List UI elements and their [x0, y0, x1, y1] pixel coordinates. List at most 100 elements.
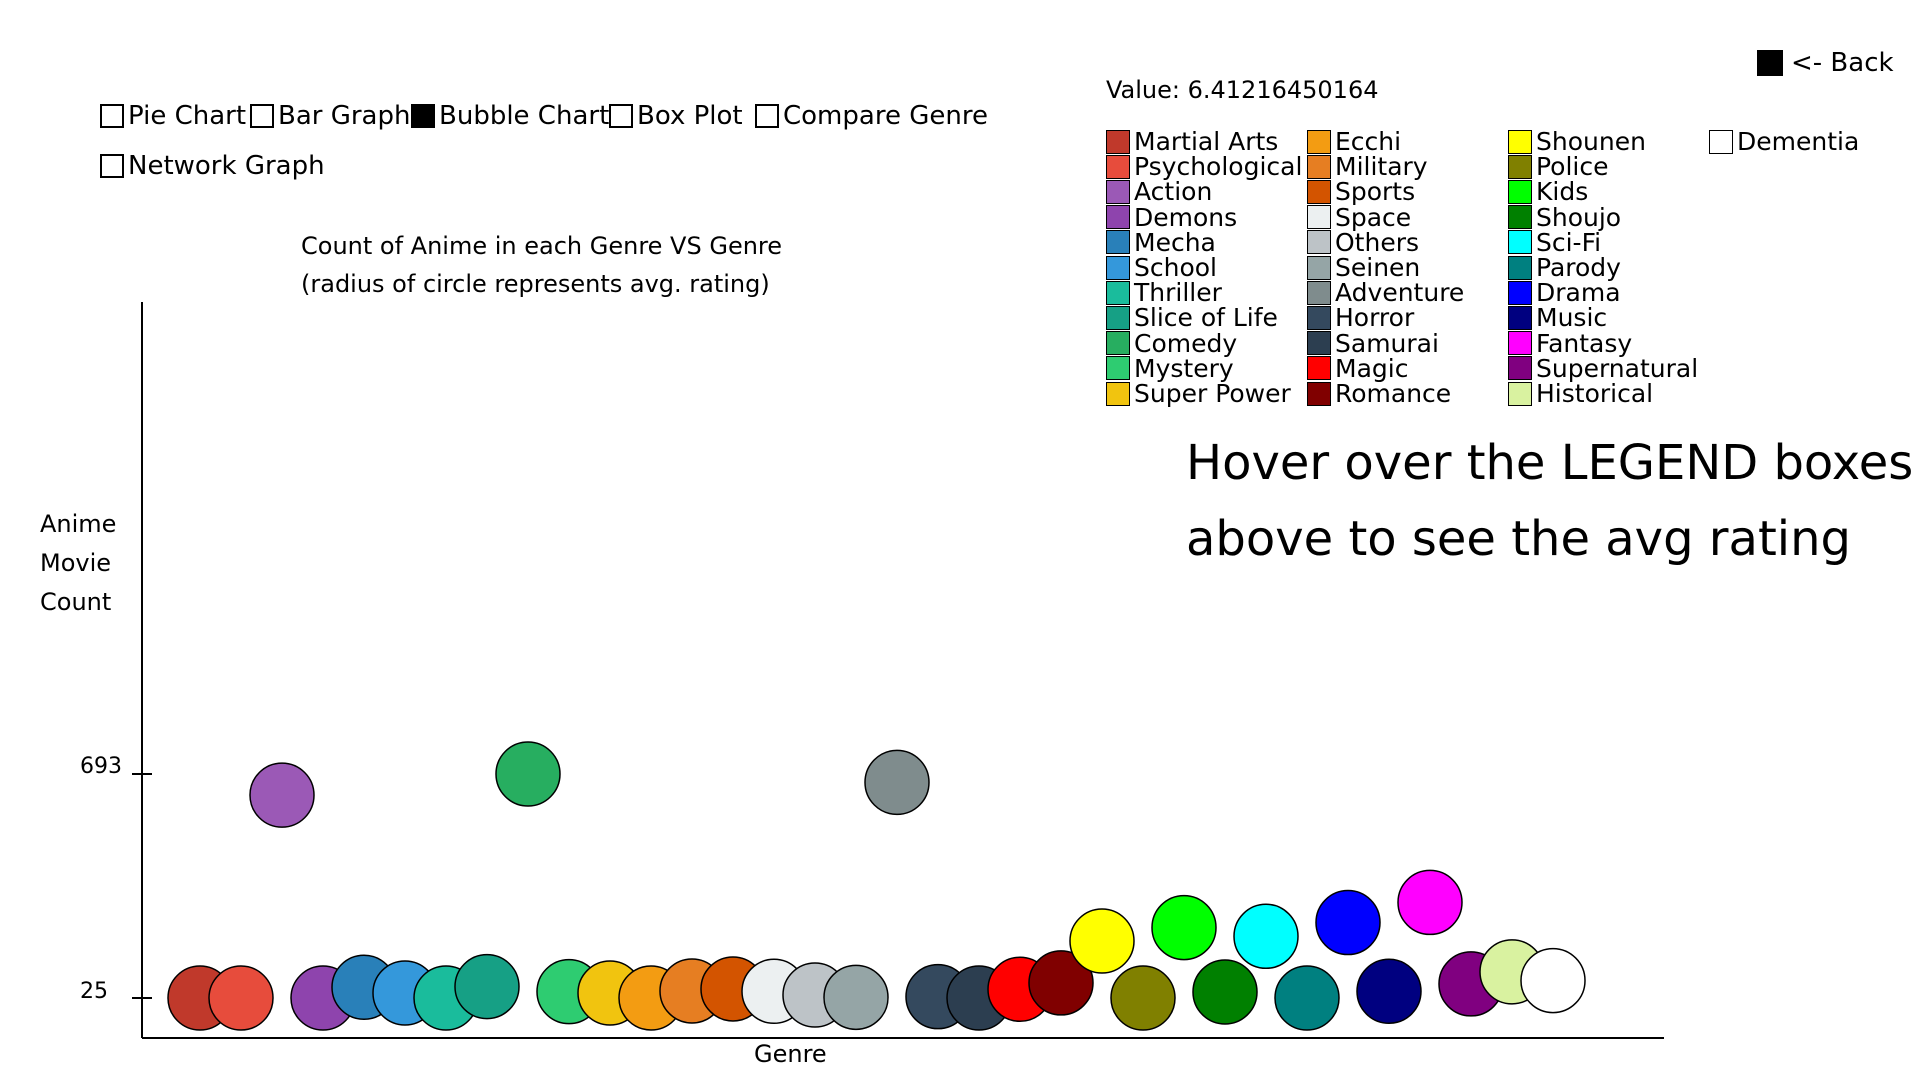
bubble-slice-of-life[interactable] — [454, 953, 520, 1020]
legend-label: Thriller — [1134, 278, 1222, 308]
legend-label: School — [1134, 253, 1217, 282]
legend-item-thriller[interactable]: Thriller — [1106, 280, 1222, 305]
legend-item-military[interactable]: Military — [1307, 154, 1428, 179]
legend-swatch — [1508, 154, 1532, 179]
legend-item-sports[interactable]: Sports — [1307, 179, 1415, 204]
back-label: <- Back — [1791, 48, 1894, 78]
legend-item-kids[interactable]: Kids — [1508, 179, 1588, 204]
checkbox-icon — [100, 104, 124, 128]
bubble-music[interactable] — [1356, 958, 1422, 1025]
bubble-action[interactable] — [249, 762, 315, 828]
legend-item-ecchi[interactable]: Ecchi — [1307, 129, 1401, 154]
bubble-shoujo[interactable] — [1192, 959, 1258, 1025]
compare-genre-toggle[interactable]: Compare Genre — [755, 101, 988, 131]
legend-item-demons[interactable]: Demons — [1106, 205, 1237, 230]
legend-swatch — [1307, 179, 1331, 204]
back-button[interactable]: <- Back — [1757, 48, 1894, 78]
legend-item-action[interactable]: Action — [1106, 179, 1212, 204]
bubble-fantasy[interactable] — [1397, 869, 1463, 936]
bubble-drama[interactable] — [1315, 889, 1381, 956]
compare-genre-label: Compare Genre — [783, 101, 988, 131]
legend-item-mystery[interactable]: Mystery — [1106, 356, 1234, 381]
legend-label: Super Power — [1134, 379, 1291, 408]
bubble-comedy[interactable] — [495, 741, 561, 807]
pie-chart-label: Pie Chart — [128, 101, 247, 131]
bubble-romance[interactable] — [1028, 950, 1094, 1016]
bubble-shounen[interactable] — [1069, 908, 1135, 974]
x-axis-label: Genre — [754, 1040, 827, 1068]
legend-item-mecha[interactable]: Mecha — [1106, 230, 1216, 255]
legend-item-martial-arts[interactable]: Martial Arts — [1106, 129, 1278, 154]
checkbox-icon — [250, 104, 274, 128]
legend-item-fantasy[interactable]: Fantasy — [1508, 331, 1632, 356]
legend-item-music[interactable]: Music — [1508, 305, 1607, 330]
bubble-adventure[interactable] — [864, 749, 930, 816]
legend-item-school[interactable]: School — [1106, 255, 1217, 280]
checkbox-checked-icon — [411, 104, 435, 128]
legend-label: Parody — [1536, 253, 1621, 282]
legend-swatch — [1106, 356, 1130, 381]
legend-swatch — [1508, 255, 1532, 280]
legend-item-super-power[interactable]: Super Power — [1106, 381, 1291, 406]
bubble-dementia[interactable] — [1520, 947, 1586, 1014]
legend-item-adventure[interactable]: Adventure — [1307, 280, 1464, 305]
bubble-psychological[interactable] — [208, 965, 274, 1031]
legend-item-sci-fi[interactable]: Sci-Fi — [1508, 230, 1601, 255]
legend-swatch — [1106, 255, 1130, 280]
bubble-chart-label: Bubble Chart — [439, 101, 610, 131]
hover-hint: Hover over the LEGEND boxes above to see… — [1186, 435, 1914, 567]
pie-chart-toggle[interactable]: Pie Chart — [100, 101, 246, 131]
legend-item-samurai[interactable]: Samurai — [1307, 331, 1439, 356]
legend-swatch — [1709, 129, 1733, 154]
legend-swatch — [1106, 230, 1130, 255]
legend-item-psychological[interactable]: Psychological — [1106, 154, 1302, 179]
bubble-sci-fi[interactable] — [1233, 903, 1299, 970]
back-square-icon — [1757, 50, 1783, 76]
legend-item-parody[interactable]: Parody — [1508, 255, 1621, 280]
legend-swatch — [1106, 305, 1130, 330]
legend-label: Others — [1335, 227, 1420, 257]
legend-swatch — [1106, 280, 1130, 305]
y-tick-label-bottom: 25 — [80, 979, 108, 1004]
legend-swatch — [1307, 205, 1331, 230]
bubble-kids[interactable] — [1151, 894, 1217, 961]
legend-label: Sports — [1335, 177, 1416, 207]
chart-title-line-2: (radius of circle represents avg. rating… — [301, 270, 770, 298]
legend-swatch — [1307, 129, 1331, 154]
legend-item-horror[interactable]: Horror — [1307, 305, 1414, 330]
bubble-police[interactable] — [1110, 965, 1176, 1031]
legend-swatch — [1307, 230, 1331, 255]
legend-item-slice-of-life[interactable]: Slice of Life — [1106, 305, 1278, 330]
legend-item-magic[interactable]: Magic — [1307, 356, 1408, 381]
chart-title: Count of Anime in each Genre VS Genre (r… — [301, 227, 782, 303]
bubble-chart-toggle[interactable]: Bubble Chart — [411, 101, 609, 131]
legend-item-shounen[interactable]: Shounen — [1508, 129, 1646, 154]
network-graph-toggle[interactable]: Network Graph — [100, 151, 325, 181]
bubble-seinen[interactable] — [823, 964, 889, 1031]
legend-item-police[interactable]: Police — [1508, 154, 1609, 179]
legend-swatch — [1307, 255, 1331, 280]
legend-swatch — [1307, 356, 1331, 381]
legend-item-drama[interactable]: Drama — [1508, 280, 1621, 305]
bar-graph-toggle[interactable]: Bar Graph — [250, 101, 410, 131]
legend-item-supernatural[interactable]: Supernatural — [1508, 356, 1698, 381]
legend-item-seinen[interactable]: Seinen — [1307, 255, 1420, 280]
legend-swatch — [1307, 305, 1331, 330]
legend-item-others[interactable]: Others — [1307, 230, 1419, 255]
legend-item-historical[interactable]: Historical — [1508, 381, 1653, 406]
bubble-parody[interactable] — [1274, 965, 1340, 1031]
legend-swatch — [1508, 331, 1532, 356]
legend-swatch — [1106, 381, 1130, 406]
legend-item-comedy[interactable]: Comedy — [1106, 331, 1237, 356]
box-plot-toggle[interactable]: Box Plot — [609, 101, 743, 131]
legend-item-romance[interactable]: Romance — [1307, 381, 1451, 406]
legend-label: Seinen — [1335, 253, 1421, 282]
legend-item-shoujo[interactable]: Shoujo — [1508, 205, 1621, 230]
bubbles-group — [167, 741, 1586, 1031]
legend-swatch — [1106, 205, 1130, 230]
legend-label: Kids — [1536, 177, 1589, 207]
legend-item-space[interactable]: Space — [1307, 205, 1411, 230]
legend-item-dementia[interactable]: Dementia — [1709, 129, 1859, 154]
legend-label: Ecchi — [1335, 127, 1402, 156]
